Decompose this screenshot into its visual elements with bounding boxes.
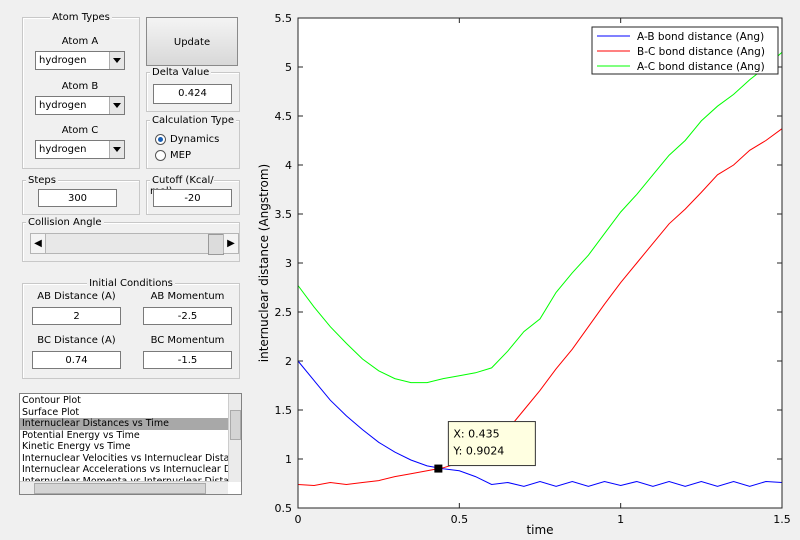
atom-types-group: Atom Types bbox=[22, 12, 140, 169]
group-title: Atom Types bbox=[23, 12, 139, 23]
group-title-text: Atom Types bbox=[50, 12, 112, 23]
radio-option[interactable]: MEP bbox=[155, 150, 191, 161]
series-line bbox=[297, 128, 783, 487]
radio-label: Dynamics bbox=[170, 134, 220, 145]
field-label: AB Momentum bbox=[150, 291, 225, 302]
radio-dot[interactable] bbox=[155, 134, 166, 145]
group-title-text: Calculation Type bbox=[150, 115, 236, 126]
list-item[interactable]: Surface Plot bbox=[22, 406, 80, 418]
list-item[interactable]: Internuclear Distances vs Time bbox=[20, 418, 228, 430]
y-tick-label: 5 bbox=[285, 61, 292, 74]
field-label: BC Momentum bbox=[150, 335, 225, 346]
series-line bbox=[297, 360, 783, 487]
list-item[interactable]: Internuclear Velocities vs Internuclear … bbox=[22, 452, 228, 464]
y-tick-label: 3.5 bbox=[275, 208, 293, 221]
legend-label: A-C bond distance (Ang) bbox=[637, 61, 765, 73]
delta-input[interactable]: 0.424 bbox=[153, 84, 232, 104]
atom-select[interactable]: hydrogen bbox=[35, 96, 125, 115]
field-input[interactable]: -1.5 bbox=[143, 351, 232, 369]
group-title: Delta Value bbox=[150, 67, 239, 78]
atom-select[interactable]: hydrogen bbox=[35, 140, 125, 159]
x-tick-label: 1 bbox=[617, 513, 624, 526]
group-title-text: Delta Value bbox=[150, 67, 212, 78]
x-axis-label: time bbox=[526, 523, 553, 537]
y-tick-label: 1 bbox=[285, 453, 292, 466]
datatip-marker bbox=[434, 464, 443, 473]
slider-right[interactable]: ▶ bbox=[223, 234, 238, 253]
field-label: BC Distance (A) bbox=[37, 335, 116, 346]
axes-box bbox=[297, 17, 783, 509]
legend-label: A-B bond distance (Ang) bbox=[637, 31, 764, 43]
radio-option[interactable]: Dynamics bbox=[155, 134, 219, 145]
group-title: Initial Conditions bbox=[23, 278, 239, 289]
y-tick-label: 5.5 bbox=[275, 12, 293, 25]
steps-group: Steps bbox=[22, 175, 140, 215]
y-tick-label: 4.5 bbox=[275, 110, 293, 123]
x-tick-label: 0 bbox=[295, 513, 302, 526]
collision-group: Collision Angle bbox=[22, 217, 240, 262]
list-item[interactable]: Potential Energy vs Time bbox=[22, 429, 140, 441]
v-scroll-thumb[interactable] bbox=[230, 410, 241, 440]
field-input[interactable]: 2 bbox=[32, 307, 121, 325]
radio-label: MEP bbox=[170, 150, 191, 161]
calc-type-group: Calculation Type bbox=[146, 115, 240, 169]
h-scrollbar[interactable] bbox=[20, 481, 228, 494]
initial-conditions-group: Initial Conditions bbox=[22, 278, 240, 379]
cutoff-input[interactable]: -20 bbox=[153, 189, 232, 207]
y-tick-label: 2 bbox=[285, 355, 292, 368]
field-input[interactable]: 0.74 bbox=[32, 351, 121, 369]
steps-input[interactable]: 300 bbox=[38, 189, 117, 207]
list-item[interactable]: Internuclear Accelerations vs Internucle… bbox=[22, 464, 228, 475]
radio-dot[interactable] bbox=[155, 150, 166, 161]
datatip-box bbox=[447, 421, 536, 467]
atom-label: Atom A bbox=[61, 36, 99, 47]
x-tick-label: 0.5 bbox=[451, 513, 469, 526]
group-title-text: Collision Angle bbox=[26, 217, 104, 228]
select-arrow[interactable] bbox=[109, 97, 124, 114]
y-tick-label: 4 bbox=[285, 159, 292, 172]
group-title: Collision Angle bbox=[26, 217, 239, 228]
slider-thumb[interactable] bbox=[208, 234, 224, 255]
select-arrow[interactable] bbox=[109, 141, 124, 158]
field-label: AB Distance (A) bbox=[37, 291, 116, 302]
field-input[interactable]: -2.5 bbox=[143, 307, 232, 325]
legend-label: B-C bond distance (Ang) bbox=[637, 46, 765, 58]
slider-left[interactable]: ◀ bbox=[31, 234, 46, 253]
axes-background bbox=[298, 18, 782, 508]
list-item[interactable]: Contour Plot bbox=[22, 395, 81, 406]
group-title-text: Initial Conditions bbox=[87, 278, 175, 289]
group-title-text: Steps bbox=[26, 175, 58, 186]
v-scrollbar[interactable] bbox=[228, 394, 241, 482]
y-tick-label: 2.5 bbox=[275, 306, 293, 319]
y-tick-label: 3 bbox=[285, 257, 292, 270]
datatip-x: X: 0.435 bbox=[453, 428, 499, 441]
y-tick-label: 1.5 bbox=[275, 404, 293, 417]
series-line bbox=[297, 51, 783, 384]
atom-label: Atom B bbox=[61, 81, 99, 92]
delta-group: Delta Value bbox=[146, 67, 240, 112]
plot-listbox: Contour Plot Surface Plot Internuclear Dis… bbox=[19, 393, 242, 495]
angle-slider[interactable]: ◀ ▶ bbox=[30, 233, 239, 255]
group-title: Steps bbox=[26, 175, 139, 186]
list-item[interactable]: Kinetic Energy vs Time bbox=[22, 441, 131, 452]
atom-label: Atom C bbox=[61, 125, 99, 136]
atom-select[interactable]: hydrogen bbox=[35, 51, 125, 70]
y-axis-label: internuclear distance (Angstrom) bbox=[257, 164, 271, 363]
x-tick-label: 1.5 bbox=[773, 513, 791, 526]
select-arrow[interactable] bbox=[109, 52, 124, 69]
h-scroll-thumb[interactable] bbox=[34, 483, 206, 494]
update-button[interactable]: Update bbox=[146, 17, 238, 66]
datatip-y: Y: 0.9024 bbox=[452, 445, 504, 458]
y-tick-label: 0.5 bbox=[275, 502, 293, 515]
group-title: Calculation Type bbox=[147, 115, 239, 126]
